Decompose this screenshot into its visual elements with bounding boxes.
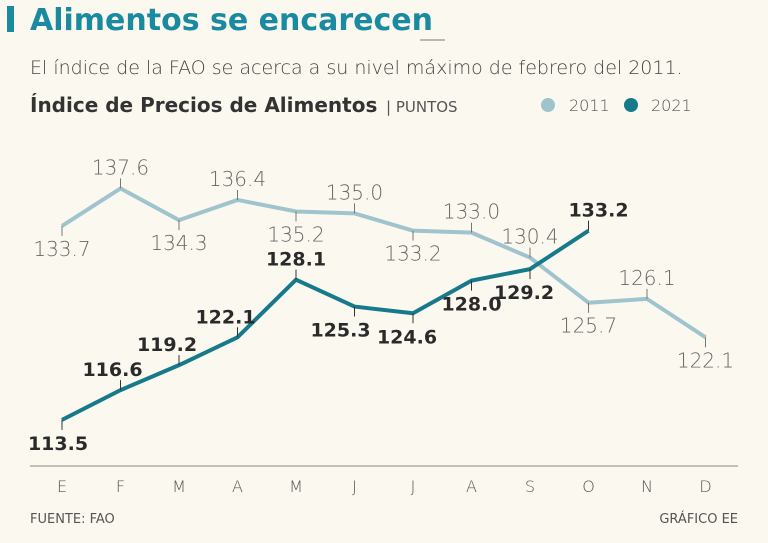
data-label: 113.5 [28,433,88,455]
data-label: 133.7 [33,237,90,261]
title-bar [7,6,14,32]
x-tick-label: N [641,477,653,496]
legend-label: 2011 [569,96,610,115]
data-label: 135.0 [326,180,383,204]
data-label: 122.1 [195,306,255,328]
x-tick-label: S [525,477,535,496]
data-label: 126.1 [618,266,675,290]
data-label: 125.3 [310,320,370,342]
x-tick-label: A [232,477,243,496]
x-tick-label: A [466,477,477,496]
x-tick-label: O [582,477,595,496]
section-title: Índice de Precios de Alimentos [30,93,377,117]
data-label: 128.1 [266,249,326,271]
unit-label: | PUNTOS [386,98,458,116]
legend-marker [624,98,638,112]
data-label: 125.7 [560,314,617,338]
subtitle: El índice de la FAO se acerca a su nivel… [30,57,683,79]
series-line [61,229,590,422]
x-tick-label: F [116,477,125,496]
data-label: 129.2 [494,282,554,304]
x-tick-label: M [172,477,186,496]
credit: GRÁFICO EE [659,511,738,527]
data-label: 133.2 [384,242,441,266]
x-tick-label: J [352,477,357,496]
data-label: 137.6 [92,155,149,179]
legend-label: 2021 [651,96,692,115]
data-label: 136.4 [209,167,266,191]
data-label: 116.6 [82,359,142,381]
data-label: 134.3 [150,231,207,255]
x-tick-label: D [699,477,711,496]
legend-marker [541,98,555,112]
x-tick-label: J [411,477,416,496]
chart-title: Alimentos se encarecen [30,3,433,38]
x-tick-label: M [289,477,303,496]
source: FUENTE: FAO [30,512,115,527]
data-label: 119.2 [137,334,197,356]
data-label: 133.2 [568,200,628,222]
series-line [60,186,707,339]
data-label: 128.0 [441,294,501,316]
data-label: 124.6 [377,326,437,348]
data-label: 122.1 [677,348,734,372]
data-label: 130.4 [501,225,558,249]
x-tick-label: E [57,477,67,496]
data-label: 135.2 [267,222,324,246]
data-label: 133.0 [443,200,500,224]
